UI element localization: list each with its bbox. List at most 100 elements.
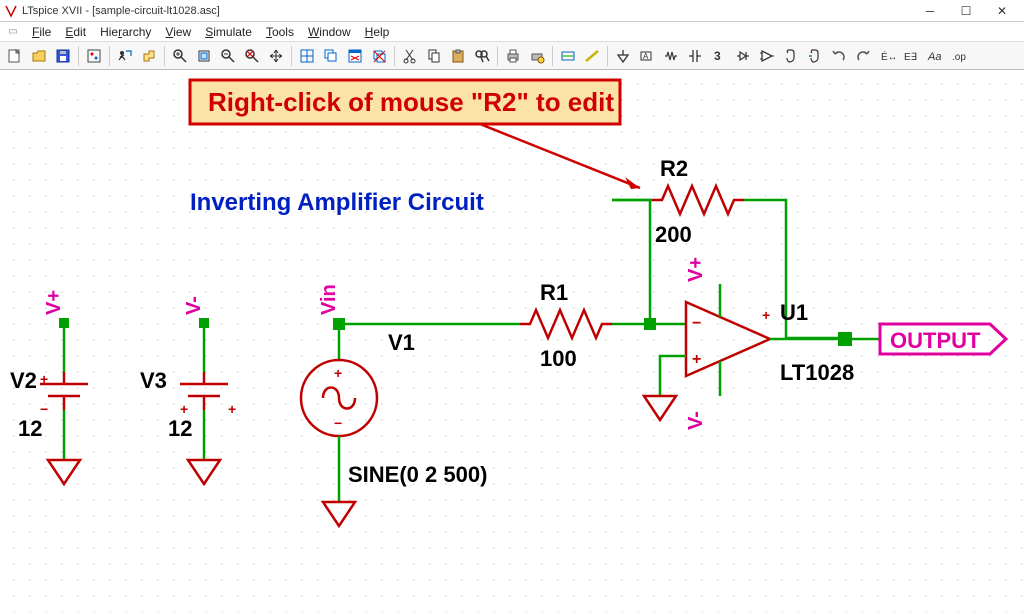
rotate-icon[interactable]: É↔ <box>876 45 898 67</box>
menu-hierarchy[interactable]: Hierarchy <box>94 23 157 41</box>
mirror-icon[interactable]: E∃ <box>900 45 922 67</box>
mdi-system-icon[interactable]: ▭ <box>6 25 20 39</box>
label-net-icon[interactable]: A <box>636 45 658 67</box>
plus-sign: + <box>180 401 188 417</box>
schematic-title: Inverting Amplifier Circuit <box>190 189 484 216</box>
wire-feedback-left <box>612 200 650 324</box>
refdes-v1: V1 <box>388 330 415 355</box>
component-v2[interactable]: V+ + − V2 12 <box>10 290 88 484</box>
drag-icon[interactable] <box>804 45 826 67</box>
sine-wave <box>323 388 355 409</box>
menu-view[interactable]: View <box>159 23 197 41</box>
plus-sign: + <box>334 365 342 381</box>
toolbar-separator <box>607 46 608 66</box>
open-icon[interactable] <box>28 45 50 67</box>
netlabel-vminus: V- <box>183 296 205 315</box>
netlabel-vin: Vin <box>318 284 340 315</box>
close-window-icon[interactable] <box>344 45 366 67</box>
menu-bar: ▭ File Edit Hierarchy View Simulate Tool… <box>0 22 1024 42</box>
maximize-button[interactable]: ☐ <box>948 0 984 22</box>
text-icon[interactable]: Aa <box>924 45 946 67</box>
redo-icon[interactable] <box>852 45 874 67</box>
capacitor-icon[interactable] <box>684 45 706 67</box>
component-r2[interactable]: R2 200 <box>652 156 744 247</box>
zoom-in-icon[interactable] <box>169 45 191 67</box>
ground-symbol <box>323 502 355 526</box>
title-bar: LTspice XVII - [sample-circuit-lt1028.as… <box>0 0 1024 22</box>
refdes-r1: R1 <box>540 280 568 305</box>
output-label: OUTPUT <box>890 328 981 353</box>
inductor-icon[interactable]: 3 <box>708 45 730 67</box>
spice-directive-icon[interactable]: .op <box>948 45 970 67</box>
ground-symbol <box>48 460 80 484</box>
menu-window[interactable]: Window <box>302 23 357 41</box>
toolbar-separator <box>78 46 79 66</box>
minus-input: − <box>692 315 701 332</box>
toolbar-separator <box>164 46 165 66</box>
toolbar-separator <box>394 46 395 66</box>
halt-icon[interactable] <box>138 45 160 67</box>
toolbar-separator <box>497 46 498 66</box>
svg-text:Aa: Aa <box>927 51 941 63</box>
svg-text:.op: .op <box>952 52 966 63</box>
run-icon[interactable] <box>114 45 136 67</box>
pan-icon[interactable] <box>193 45 215 67</box>
callout-arrow <box>480 124 640 188</box>
component-u1[interactable]: − + + V+ V- U1 LT1028 <box>685 257 854 430</box>
callout-text: Right-click of mouse "R2" to edit <box>208 87 614 117</box>
close-button[interactable]: ✕ <box>984 0 1020 22</box>
menu-file[interactable]: File <box>26 23 57 41</box>
component-r1[interactable]: R1 100 <box>520 280 612 371</box>
cut-icon[interactable] <box>399 45 421 67</box>
component-v1[interactable]: Vin + − V1 SINE(0 2 500) <box>301 284 487 526</box>
control-panel-icon[interactable] <box>83 45 105 67</box>
menu-edit[interactable]: Edit <box>59 23 92 41</box>
cascade-icon[interactable] <box>320 45 342 67</box>
refdes-v2: V2 <box>10 368 37 393</box>
value-r2: 200 <box>655 222 692 247</box>
wire <box>660 356 686 396</box>
app-icon <box>4 4 18 18</box>
minimize-button[interactable]: ─ <box>912 0 948 22</box>
resistor-symbol-r1 <box>520 310 612 338</box>
netlabel-u1-vminus: V- <box>685 411 707 430</box>
toolbar-separator <box>552 46 553 66</box>
minus-sign: − <box>40 401 48 417</box>
new-schematic-icon[interactable] <box>4 45 26 67</box>
diode-icon[interactable] <box>732 45 754 67</box>
net-flag-output[interactable]: OUTPUT <box>880 324 1006 354</box>
pick-visible-icon[interactable] <box>557 45 579 67</box>
save-icon[interactable] <box>52 45 74 67</box>
menu-tools[interactable]: Tools <box>260 23 300 41</box>
menu-help[interactable]: Help <box>359 23 396 41</box>
print-icon[interactable] <box>502 45 524 67</box>
autorange-icon[interactable] <box>265 45 287 67</box>
value-v2: 12 <box>18 416 42 441</box>
component-icon[interactable] <box>756 45 778 67</box>
value-u1: LT1028 <box>780 360 854 385</box>
zoom-out-icon[interactable] <box>217 45 239 67</box>
window-controls: ─ ☐ ✕ <box>912 0 1020 22</box>
svg-text:A: A <box>643 52 649 61</box>
node <box>199 318 209 328</box>
copy-icon[interactable] <box>423 45 445 67</box>
minus-sign: − <box>334 415 342 431</box>
paste-icon[interactable] <box>447 45 469 67</box>
resistor-icon[interactable] <box>660 45 682 67</box>
menu-simulate[interactable]: Simulate <box>199 23 258 41</box>
print-setup-icon[interactable] <box>526 45 548 67</box>
component-v3[interactable]: V- + + V3 12 <box>140 296 236 484</box>
netlabel-vplus: V+ <box>43 290 65 315</box>
draw-wire-icon[interactable] <box>581 45 603 67</box>
move-icon[interactable] <box>780 45 802 67</box>
schematic-canvas[interactable]: Right-click of mouse "R2" to edit Invert… <box>0 70 1024 612</box>
refdes-r2: R2 <box>660 156 688 181</box>
close-all-icon[interactable] <box>368 45 390 67</box>
svg-text:É↔: É↔ <box>881 50 895 63</box>
tile-icon[interactable] <box>296 45 318 67</box>
undo-icon[interactable] <box>828 45 850 67</box>
zoom-fit-icon[interactable] <box>241 45 263 67</box>
value-v3: 12 <box>168 416 192 441</box>
ground-icon[interactable] <box>612 45 634 67</box>
find-icon[interactable] <box>471 45 493 67</box>
